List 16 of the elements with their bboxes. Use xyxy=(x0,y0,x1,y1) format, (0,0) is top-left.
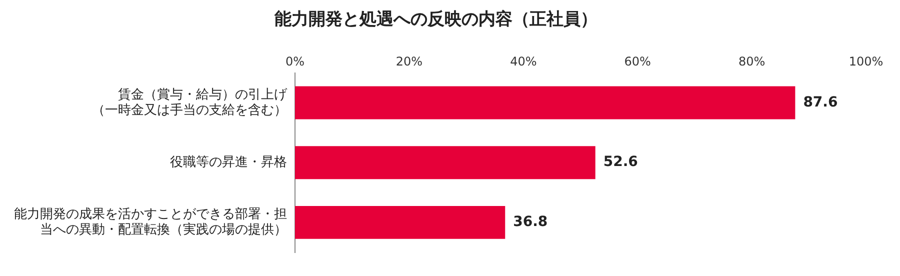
chart-title: 能力開発と処遇への反映の内容（正社員） xyxy=(274,10,598,30)
data-label: 36.8 xyxy=(513,214,548,230)
x-tick-label: 20% xyxy=(396,54,423,69)
bar xyxy=(295,86,796,120)
data-label: 52.6 xyxy=(603,154,638,170)
bar xyxy=(295,146,596,180)
x-tick-label: 0% xyxy=(285,54,305,69)
x-tick-label: 40% xyxy=(510,54,537,69)
y-tick-label: 賃金（賞与・給与）の引上げ（一時金又は手当の支給を含む） xyxy=(92,87,288,118)
y-tick-label: 役職等の昇進・昇格 xyxy=(170,154,287,170)
x-tick-label: 60% xyxy=(624,54,651,69)
x-tick-label: 100% xyxy=(848,54,884,69)
y-tick-label: 能力開発の成果を活かすことができる部署・担当への異動・配置転換（実践の場の提供） xyxy=(14,207,287,238)
x-tick-label: 80% xyxy=(738,54,766,69)
data-label: 87.6 xyxy=(803,94,838,110)
bar xyxy=(295,206,506,239)
